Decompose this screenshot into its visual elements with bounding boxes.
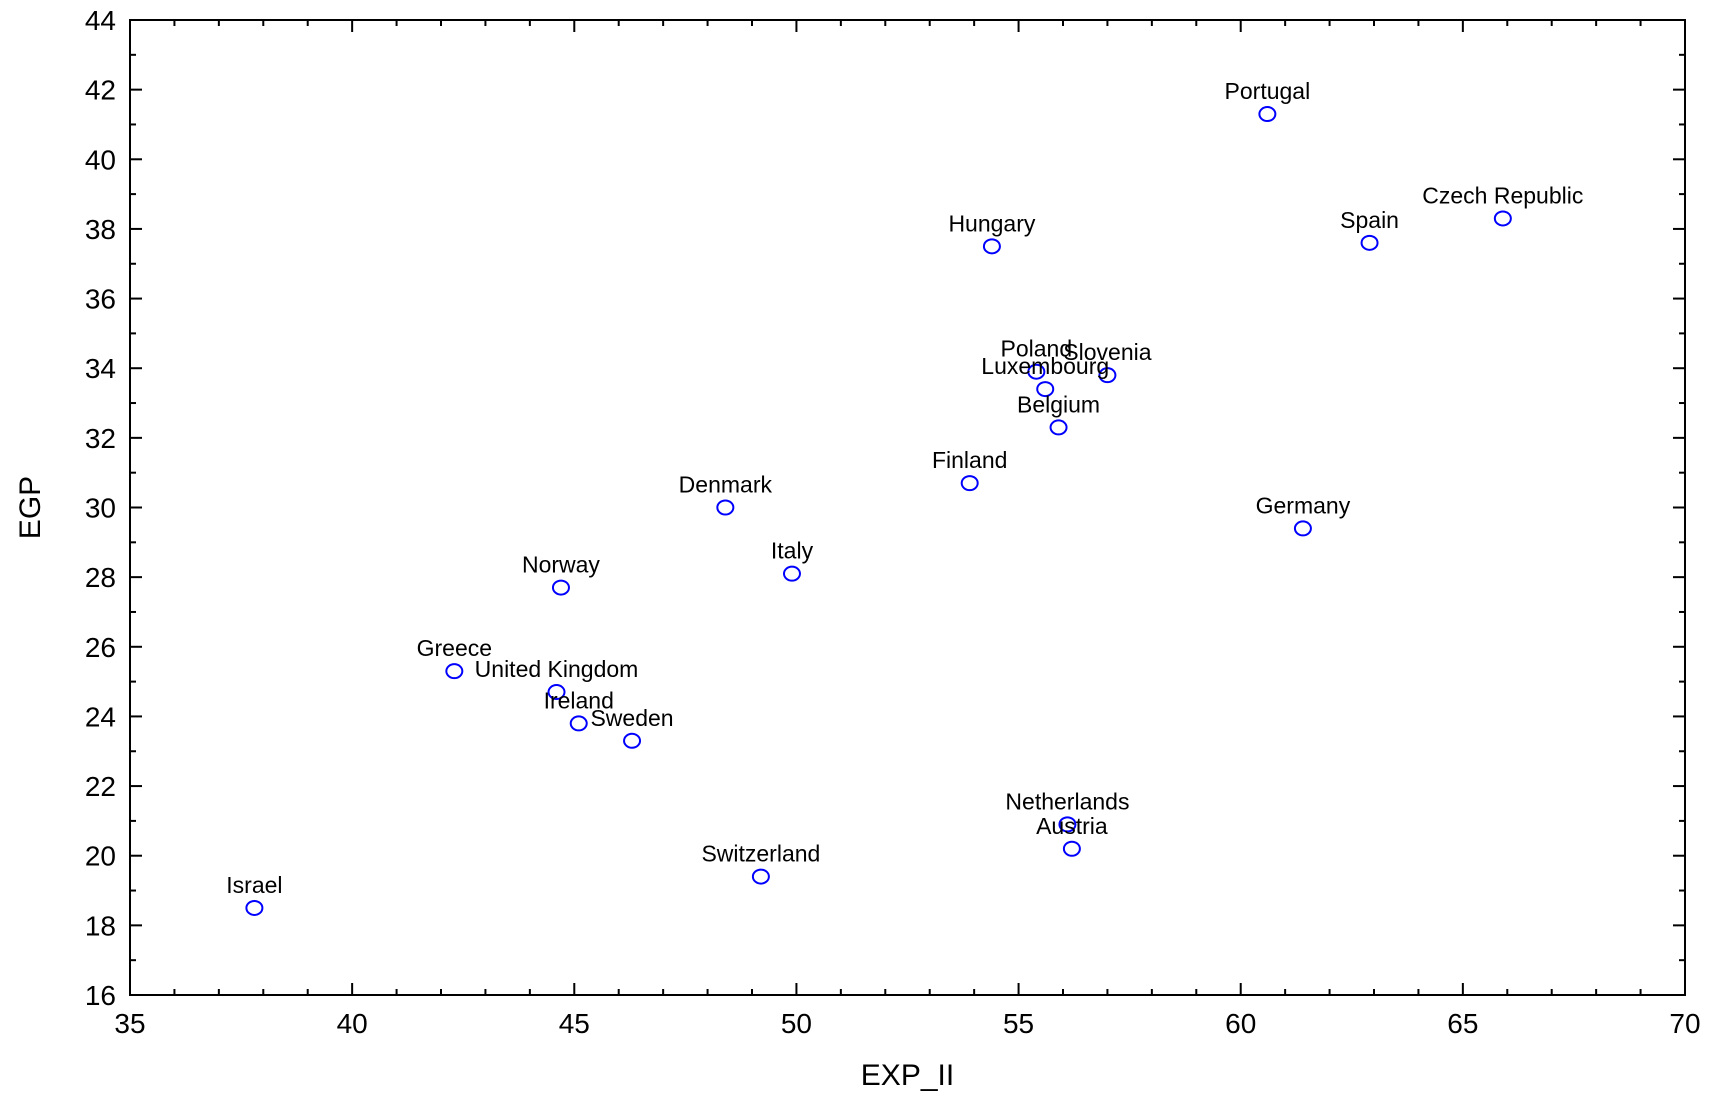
point-marker <box>960 475 979 492</box>
data-point: Israel <box>226 872 283 916</box>
data-point: Czech Republic <box>1422 182 1583 227</box>
point-label: Netherlands <box>1005 788 1129 814</box>
data-point: Spain <box>1340 207 1399 251</box>
point-marker <box>716 499 735 516</box>
data-point: Belgium <box>1017 391 1100 436</box>
point-label: Hungary <box>948 210 1035 236</box>
y-tick-label: 18 <box>85 910 116 941</box>
point-label: Ireland <box>544 687 614 713</box>
point-marker <box>623 732 642 749</box>
y-tick-label: 28 <box>85 562 116 593</box>
y-tick-label: 26 <box>85 632 116 663</box>
data-point: Greece <box>417 635 492 680</box>
data-point: Ireland <box>544 687 614 732</box>
point-marker <box>1293 520 1312 537</box>
point-label: United Kingdom <box>475 656 639 682</box>
point-label: Czech Republic <box>1422 182 1583 208</box>
y-tick-label: 40 <box>85 144 116 175</box>
y-tick-label: 42 <box>85 75 116 106</box>
data-point: Norway <box>522 552 600 596</box>
point-label: Finland <box>932 447 1007 473</box>
point-marker <box>1058 816 1077 833</box>
x-tick-label: 70 <box>1669 1008 1700 1039</box>
plot-area-border <box>129 19 1686 996</box>
data-point: Sweden <box>590 705 674 749</box>
data-point: Denmark <box>679 472 773 516</box>
point-label: Poland <box>1001 336 1073 362</box>
point-label: Sweden <box>590 705 673 731</box>
point-label: Italy <box>771 538 814 564</box>
point-marker <box>782 565 801 582</box>
point-marker <box>1493 210 1512 227</box>
data-point: Hungary <box>948 210 1036 255</box>
point-label: Israel <box>226 872 282 898</box>
point-marker <box>1049 419 1068 436</box>
point-marker <box>569 715 588 732</box>
point-marker <box>551 579 570 596</box>
point-marker <box>245 899 264 916</box>
data-point: Portugal <box>1225 78 1311 123</box>
point-marker <box>547 684 566 701</box>
data-point: Slovenia <box>1063 339 1152 384</box>
point-label: Austria <box>1036 813 1108 839</box>
plot-frame <box>129 19 1686 996</box>
y-tick-label: 22 <box>85 771 116 802</box>
data-point: Italy <box>771 538 814 582</box>
data-points: Portugal Czech Republic Spain Hungary Poland… <box>226 78 1583 916</box>
point-label: Portugal <box>1225 78 1311 104</box>
y-tick-label: 36 <box>85 284 116 315</box>
x-tick-label: 50 <box>781 1008 812 1039</box>
x-axis-title: EXP_II <box>861 1059 954 1092</box>
point-label: Spain <box>1340 207 1399 233</box>
x-tick-label: 65 <box>1447 1008 1478 1039</box>
y-tick-label: 44 <box>85 5 116 36</box>
point-label: Switzerland <box>701 841 820 867</box>
point-marker <box>751 868 770 885</box>
point-marker <box>1062 840 1081 857</box>
point-label: Denmark <box>679 472 773 498</box>
data-point: Poland <box>1001 336 1073 380</box>
y-tick-label: 38 <box>85 214 116 245</box>
point-marker <box>1360 234 1379 251</box>
point-marker <box>1027 363 1046 380</box>
point-marker <box>445 663 464 680</box>
x-tick-label: 55 <box>1003 1008 1034 1039</box>
point-marker <box>1258 106 1277 123</box>
point-label: Luxembourg <box>981 353 1109 379</box>
point-label: Belgium <box>1017 391 1100 417</box>
y-tick-label: 24 <box>85 701 116 732</box>
data-point: Netherlands <box>1005 788 1129 833</box>
data-point: United Kingdom <box>475 656 639 701</box>
point-label: Slovenia <box>1063 339 1151 365</box>
data-point: Finland <box>932 447 1007 492</box>
y-tick-label: 16 <box>85 980 116 1011</box>
data-point: Switzerland <box>701 841 820 885</box>
x-tick-label: 45 <box>559 1008 590 1039</box>
point-marker <box>1098 367 1117 384</box>
x-axis-tick-labels: 35 40 45 50 55 60 65 70 <box>114 1008 1700 1039</box>
y-tick-label: 20 <box>85 841 116 872</box>
x-tick-label: 60 <box>1225 1008 1256 1039</box>
point-marker <box>1036 381 1055 398</box>
x-tick-label: 35 <box>114 1008 145 1039</box>
y-tick-label: 30 <box>85 493 116 524</box>
x-tick-label: 40 <box>337 1008 368 1039</box>
point-label: Greece <box>417 635 492 661</box>
y-axis-tick-labels: 16 18 20 22 24 26 28 30 32 34 36 38 40 42 44 <box>85 5 116 1011</box>
data-point: Austria <box>1036 813 1108 857</box>
axis-ticks <box>129 19 1686 996</box>
point-label: Norway <box>522 552 600 578</box>
y-tick-label: 32 <box>85 423 116 454</box>
point-marker <box>982 238 1001 255</box>
y-axis-title: EGP <box>14 476 47 539</box>
point-label: Germany <box>1256 492 1351 518</box>
y-tick-label: 34 <box>85 353 116 384</box>
data-point: Germany <box>1256 492 1351 537</box>
data-point: Luxembourg <box>981 353 1109 398</box>
